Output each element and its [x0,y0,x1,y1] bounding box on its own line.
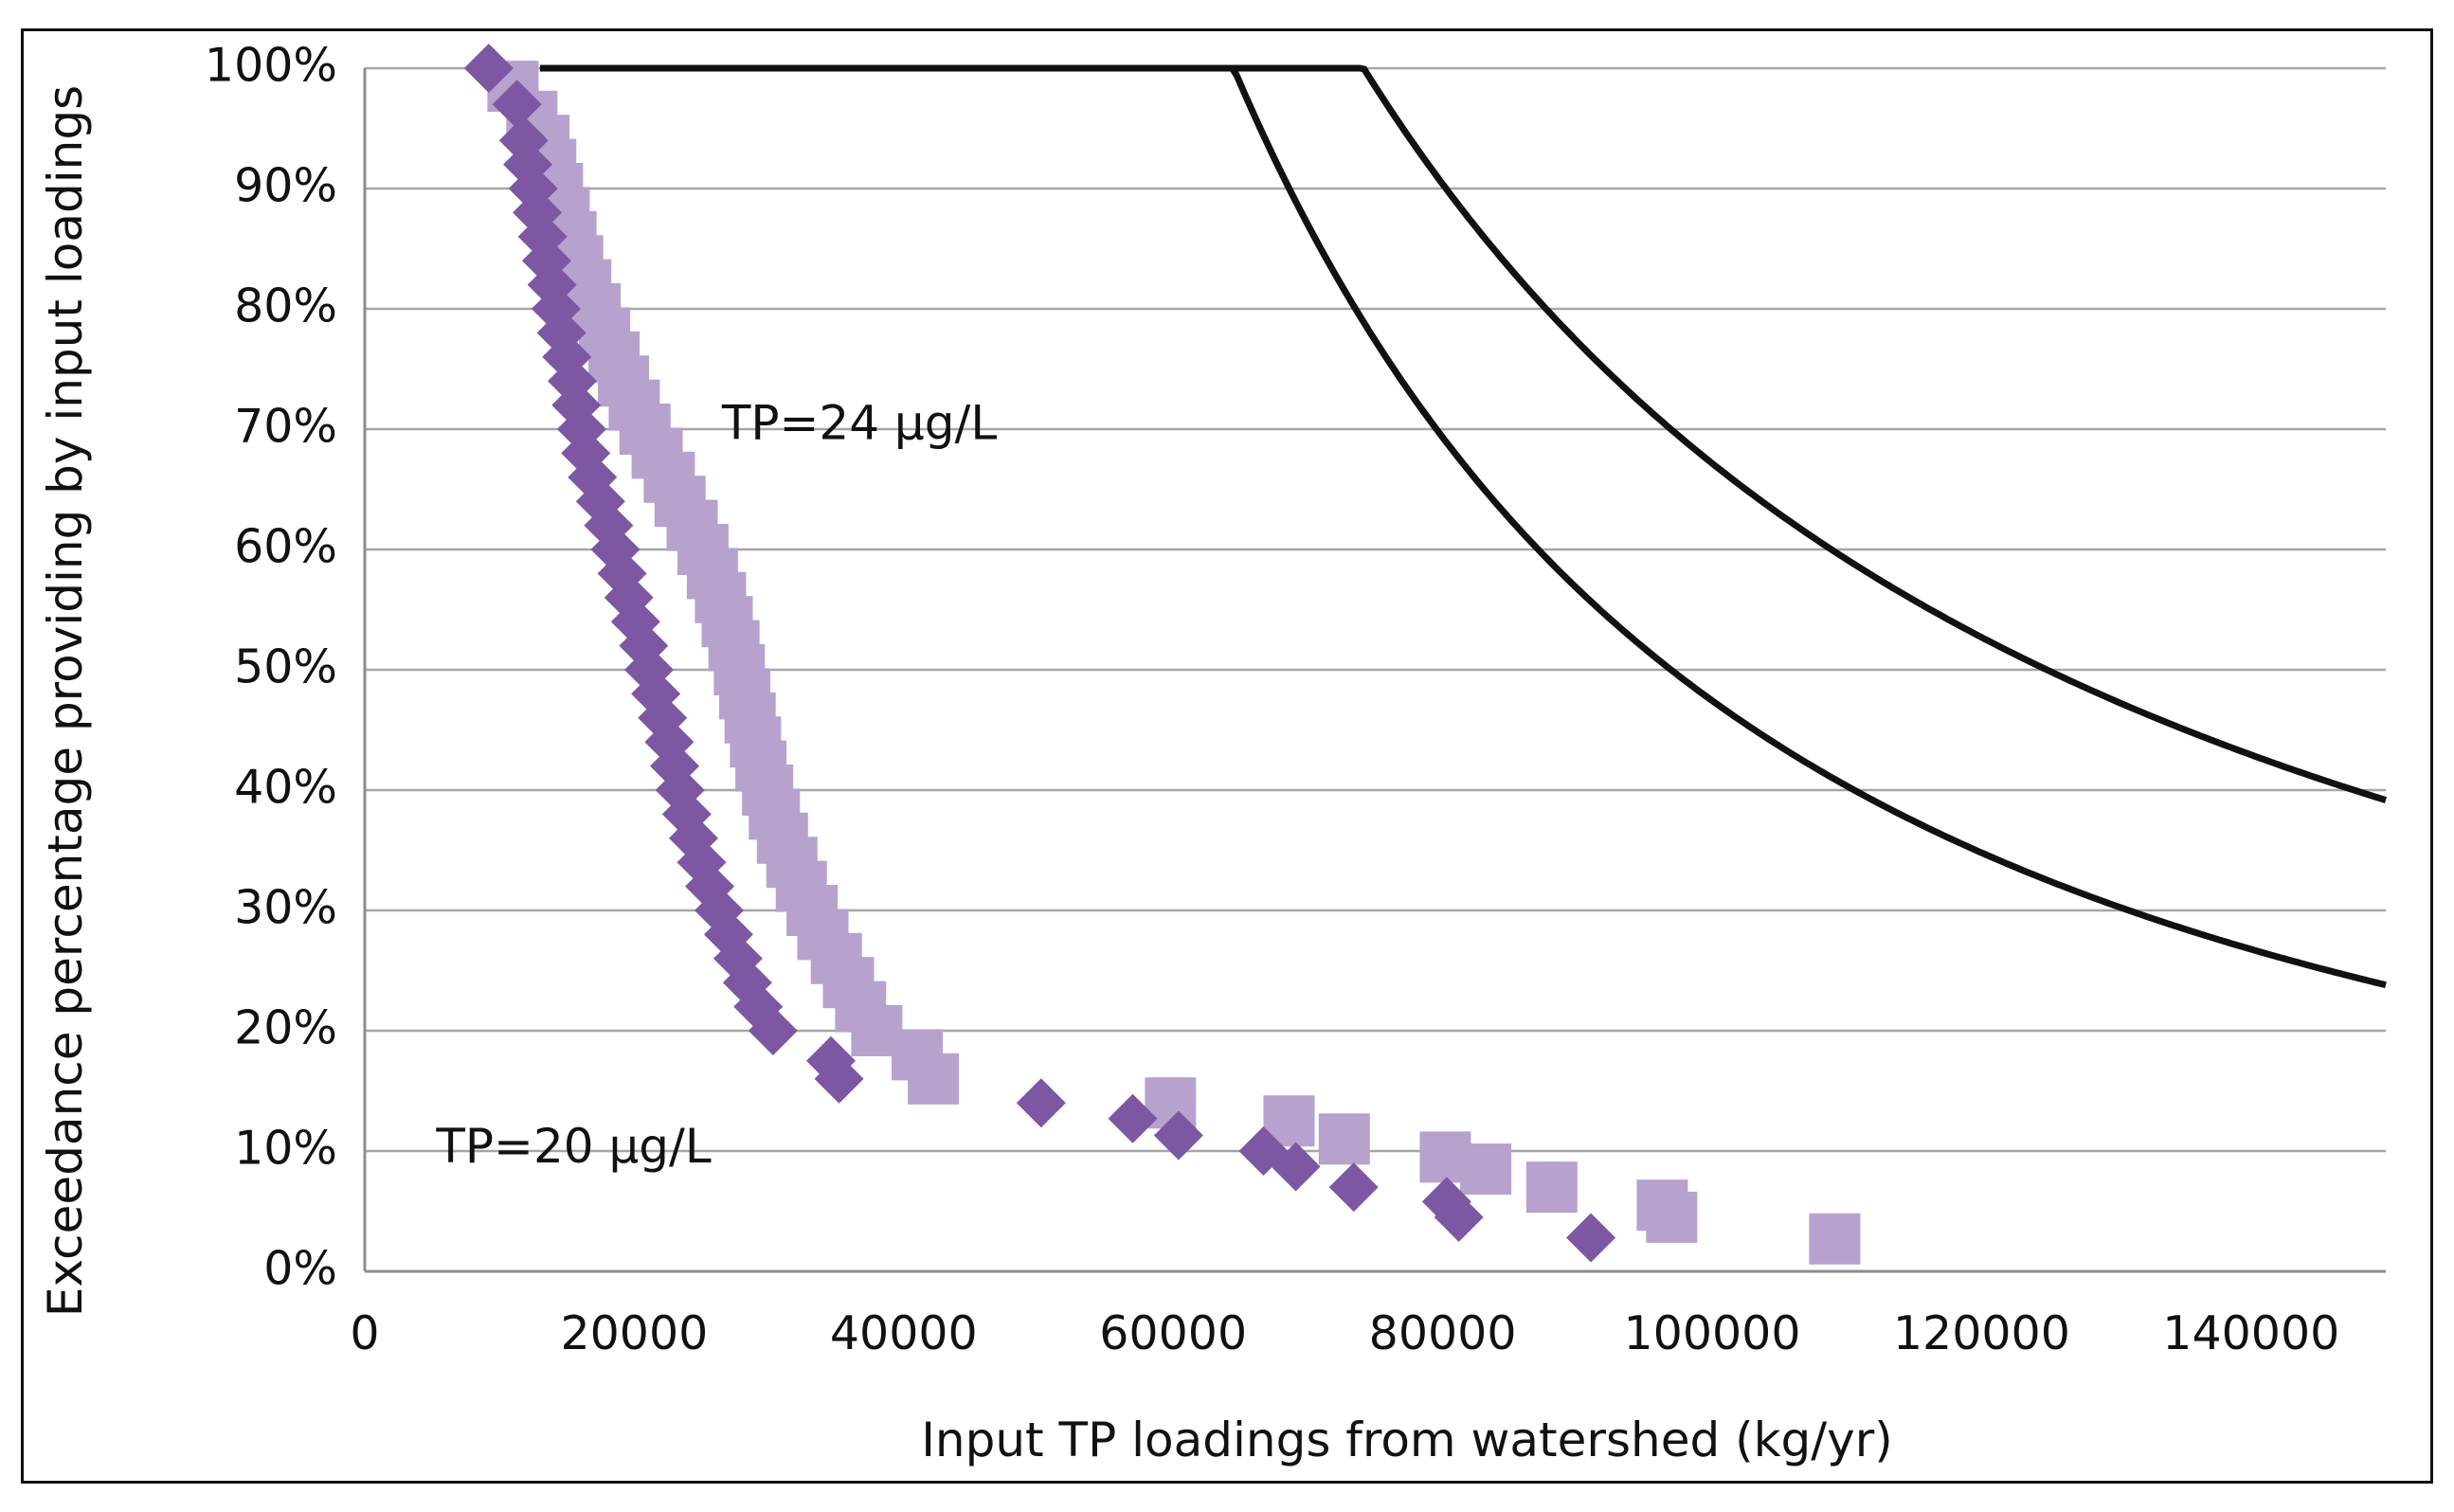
data-point-tp20 [1108,1093,1158,1143]
y-tick-label: 0% [263,1242,337,1296]
data-point-tp20 [748,1006,798,1055]
y-tick-label: 10% [234,1122,337,1176]
fit-curve-tp24 [577,64,2388,803]
data-point-tp20 [463,44,514,93]
data-point-tp20 [814,1053,864,1104]
annotation-tp-24: TP=24 µg/L [721,396,998,451]
data-point-tp20 [1434,1192,1484,1242]
data-point-tp20 [1566,1213,1616,1263]
y-tick-label: 50% [234,640,337,694]
x-tick-label: 120000 [1893,1306,2070,1360]
data-point-tp20 [492,80,542,130]
y-tick-label: 90% [234,159,337,213]
y-axis-title: Exceedance percentage providing by input… [38,85,93,1317]
x-axis-title: Input TP loadings from watershed (kg/yr) [921,1413,1893,1467]
x-tick-label: 100000 [1623,1306,1800,1360]
data-point-tp24 [1318,1113,1370,1165]
data-point-tp20 [1328,1162,1379,1213]
x-tick-label: 20000 [560,1306,708,1360]
data-point-tp24 [1646,1191,1698,1243]
data-point-tp20 [1271,1142,1321,1192]
annotation-tp-20: TP=20 µg/L [435,1119,711,1174]
data-point-tp24 [1809,1213,1861,1265]
y-tick-label: 40% [234,761,337,815]
y-tick-label: 80% [234,279,337,333]
axes [363,68,2386,1273]
data-point-tp24 [908,1053,960,1105]
data-point-tp24 [1525,1161,1578,1214]
data-point-tp20 [713,933,763,983]
gridlines [365,66,2386,1153]
fit-curves [539,64,2388,989]
x-tick-label: 40000 [830,1306,978,1360]
data-point-tp24 [1460,1143,1512,1196]
data-point-tp20 [1016,1078,1066,1128]
chart-frame [21,28,2433,1484]
x-tick-label: 60000 [1099,1306,1247,1360]
y-tick-label: 30% [234,881,337,935]
y-tick-label: 60% [234,520,337,574]
x-tick-label: 80000 [1369,1306,1517,1360]
tick-labels: 0% 10% 20% 30% 40% 50% 60% 70% 80% 90% 100% 0 20000 4… [205,39,2339,1361]
y-tick-label: 20% [234,1001,337,1055]
data-points [463,44,1861,1265]
y-tick-label: 100% [205,39,337,93]
x-tick-label: 140000 [2162,1306,2339,1360]
x-tick-label: 0 [350,1306,379,1360]
y-tick-label: 70% [234,400,337,454]
data-point-tp20 [1153,1110,1203,1161]
